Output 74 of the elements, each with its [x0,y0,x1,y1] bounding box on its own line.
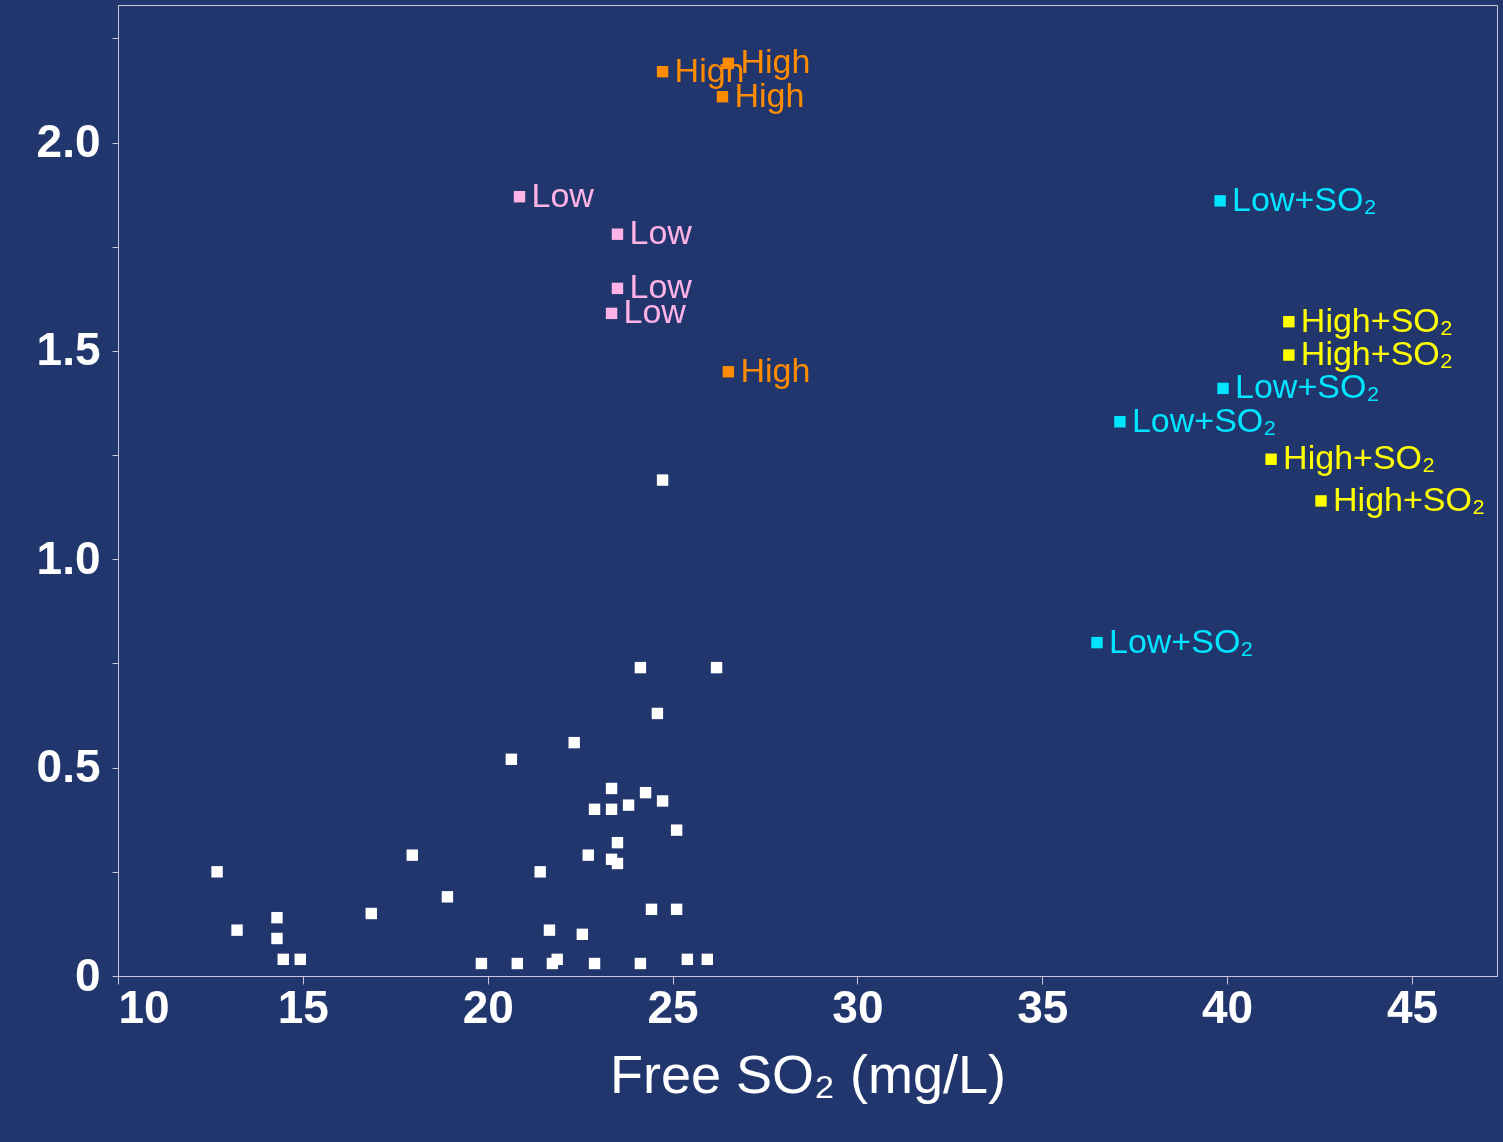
point [271,932,283,945]
point [231,924,243,936]
y-tick-label: 1.5 [36,323,101,376]
point [656,65,669,78]
point [605,307,618,320]
y-tick-label: 0.5 [36,740,101,793]
point [1315,495,1327,507]
x-tick-label: 15 [277,980,329,1033]
point [294,953,306,966]
x-axis-title: Free SO₂ (mg/L) [609,1043,1007,1104]
point [656,795,669,807]
point [1283,316,1295,328]
point [406,849,418,861]
point [271,911,283,924]
point [1265,453,1277,465]
point [611,836,624,849]
series-label: Low+SO₂ [1232,179,1377,218]
x-tick-label: 45 [1386,980,1439,1033]
point [511,957,523,970]
text: Low [531,175,594,214]
point [211,866,223,878]
text: High [740,350,811,389]
point [611,857,624,870]
text: Low+SO₂ [1131,400,1277,439]
point [645,903,658,916]
point [534,866,546,878]
point [1283,349,1295,361]
point [441,891,454,903]
text: Low+SO₂ [1108,621,1254,660]
point [634,661,647,674]
point [639,786,652,799]
x-tick-label: 20 [462,980,514,1033]
x-tick-label: 10 [118,980,170,1033]
point [1114,416,1126,428]
point [622,799,635,811]
point [651,707,664,720]
x-tick-label: 25 [647,980,699,1033]
point [611,228,624,240]
text: Low [629,213,692,252]
point [505,753,518,765]
point [670,903,683,916]
point [681,953,694,966]
y-tick-label: 0 [74,948,101,1001]
point [722,366,735,378]
point [475,957,488,970]
text: High+SO₂ [1283,438,1436,477]
point [568,736,580,749]
point [576,928,589,941]
point [551,953,563,966]
x-tick-label: 40 [1202,980,1254,1033]
point [656,474,669,486]
point [588,957,601,970]
point [605,782,618,795]
text: High+SO₂ [1333,479,1486,518]
point [543,924,556,936]
y-tick-label: 1.0 [36,531,101,584]
point [634,957,647,970]
point [365,907,377,920]
point [588,803,601,816]
point [1217,382,1229,395]
point [277,953,289,966]
y-tick-label: 2.0 [36,115,101,168]
point [670,824,683,836]
point [605,803,618,816]
point [701,953,714,966]
x-tick-label: 30 [832,980,884,1033]
point [582,849,594,861]
point [710,661,723,674]
point [716,90,729,103]
point [513,191,526,203]
point [611,282,624,295]
point [1214,195,1226,207]
point [1091,636,1103,649]
x-tick-label: 35 [1017,980,1069,1033]
